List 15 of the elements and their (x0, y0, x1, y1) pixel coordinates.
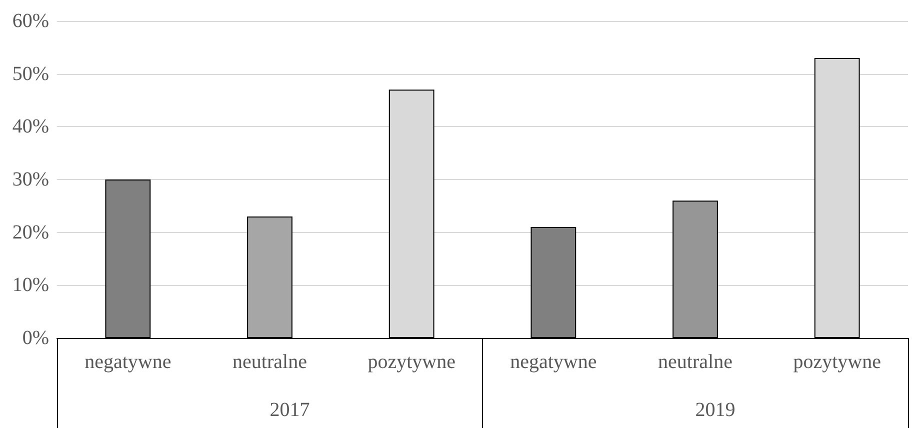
x-tick-label: pozytywne (793, 351, 882, 373)
text: 2017 (270, 399, 310, 421)
x-tick-label: negatywne (510, 351, 597, 373)
y-tick-label: 50% (12, 62, 49, 85)
y-tick-label: 10% (12, 274, 49, 296)
y-tick-label: 0% (22, 327, 49, 349)
x-tick-label: negatywne (84, 351, 172, 373)
x-tick-label: neutralne (658, 351, 733, 373)
text: 2019 (695, 399, 736, 421)
x-tick-label: neutralne (232, 351, 308, 373)
y-tick-label: 40% (12, 116, 49, 138)
y-tick-label: 30% (12, 168, 49, 190)
x-tick-label: pozytywne (368, 351, 456, 373)
y-tick-label: 20% (12, 221, 49, 244)
y-tick-label: 60% (12, 10, 49, 32)
